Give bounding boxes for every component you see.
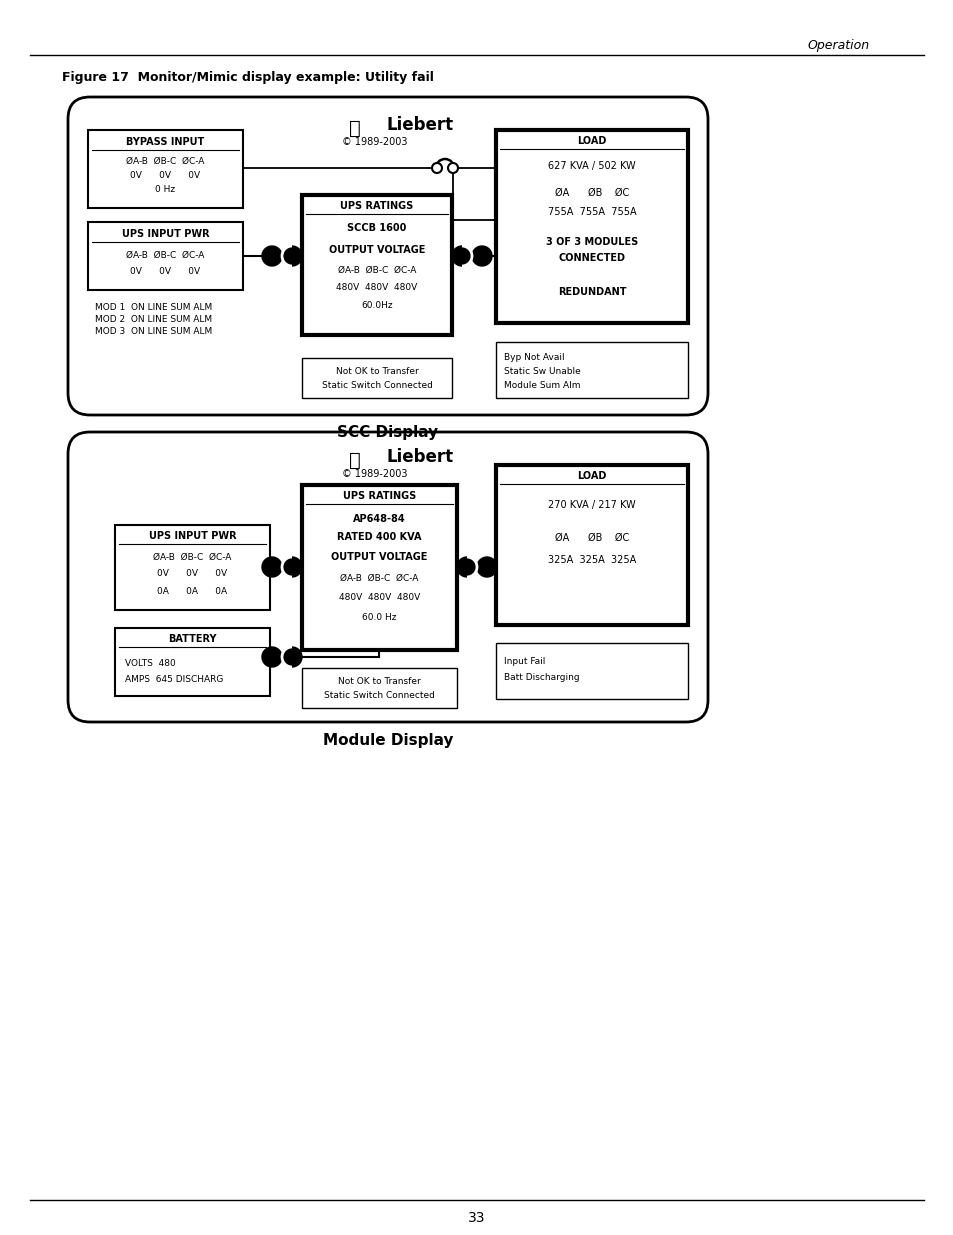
Text: Static Switch Connected: Static Switch Connected xyxy=(324,690,435,699)
Bar xyxy=(302,195,452,335)
Text: Operation: Operation xyxy=(807,38,869,52)
Text: Static Switch Connected: Static Switch Connected xyxy=(321,380,432,389)
Circle shape xyxy=(456,557,476,577)
Text: CONNECTED: CONNECTED xyxy=(558,253,625,263)
Circle shape xyxy=(452,246,472,266)
Bar xyxy=(496,466,687,625)
Text: OUTPUT VOLTAGE: OUTPUT VOLTAGE xyxy=(329,245,425,254)
Circle shape xyxy=(262,557,282,577)
Bar xyxy=(115,525,270,610)
Text: Input Fail: Input Fail xyxy=(503,657,545,666)
Text: Byp Not Avail: Byp Not Avail xyxy=(503,352,564,362)
Text: LOAD: LOAD xyxy=(577,471,606,480)
Text: © 1989-2003: © 1989-2003 xyxy=(342,137,407,147)
Bar xyxy=(496,342,687,398)
Circle shape xyxy=(472,246,492,266)
Text: UPS RATINGS: UPS RATINGS xyxy=(340,201,414,211)
Circle shape xyxy=(282,557,302,577)
Text: 60.0Hz: 60.0Hz xyxy=(361,301,393,310)
Text: 0V      0V      0V: 0V 0V 0V xyxy=(131,268,200,277)
Bar xyxy=(302,668,456,708)
Text: 0A      0A      0A: 0A 0A 0A xyxy=(157,587,228,595)
Text: UPS INPUT PWR: UPS INPUT PWR xyxy=(149,531,236,541)
Circle shape xyxy=(448,163,457,173)
Text: Figure 17  Monitor/Mimic display example: Utility fail: Figure 17 Monitor/Mimic display example:… xyxy=(62,72,434,84)
Text: Module Display: Module Display xyxy=(322,732,453,747)
Circle shape xyxy=(262,246,282,266)
Circle shape xyxy=(282,647,302,667)
Text: REDUNDANT: REDUNDANT xyxy=(558,287,625,296)
Text: 60.0 Hz: 60.0 Hz xyxy=(362,614,396,622)
Text: BATTERY: BATTERY xyxy=(168,634,216,643)
Bar xyxy=(496,643,687,699)
Bar xyxy=(496,130,687,324)
Text: MOD 1  ON LINE SUM ALM: MOD 1 ON LINE SUM ALM xyxy=(95,304,212,312)
Circle shape xyxy=(282,246,302,266)
Text: Liebert: Liebert xyxy=(387,448,454,466)
Text: Not OK to Transfer: Not OK to Transfer xyxy=(335,368,418,377)
Text: 3 OF 3 MODULES: 3 OF 3 MODULES xyxy=(545,237,638,247)
Text: VOLTS  480: VOLTS 480 xyxy=(125,658,175,667)
Text: AP648-84: AP648-84 xyxy=(353,514,405,524)
Bar xyxy=(88,130,243,207)
Text: 0V      0V      0V: 0V 0V 0V xyxy=(131,172,200,180)
Text: RATED 400 KVA: RATED 400 KVA xyxy=(337,532,421,542)
FancyBboxPatch shape xyxy=(68,98,707,415)
Text: BYPASS INPUT: BYPASS INPUT xyxy=(126,137,204,147)
Text: © 1989-2003: © 1989-2003 xyxy=(342,469,407,479)
Bar xyxy=(88,222,243,290)
Text: 0V      0V      0V: 0V 0V 0V xyxy=(157,569,228,578)
Text: Ⓛ: Ⓛ xyxy=(349,451,360,469)
Text: UPS INPUT PWR: UPS INPUT PWR xyxy=(122,228,209,240)
Text: 480V  480V  480V: 480V 480V 480V xyxy=(338,594,419,603)
Text: ØA-B  ØB-C  ØC-A: ØA-B ØB-C ØC-A xyxy=(126,251,205,259)
Text: 755A  755A  755A: 755A 755A 755A xyxy=(547,207,636,217)
Text: 627 KVA / 502 KW: 627 KVA / 502 KW xyxy=(548,161,635,170)
Bar xyxy=(302,485,456,650)
Text: Liebert: Liebert xyxy=(387,116,454,135)
Text: ØA      ØB    ØC: ØA ØB ØC xyxy=(555,188,628,198)
Text: Batt Discharging: Batt Discharging xyxy=(503,673,579,682)
Text: SCCB 1600: SCCB 1600 xyxy=(347,224,406,233)
Circle shape xyxy=(432,163,441,173)
Text: ØA-B  ØB-C  ØC-A: ØA-B ØB-C ØC-A xyxy=(340,573,418,583)
Text: LOAD: LOAD xyxy=(577,136,606,146)
Text: 33: 33 xyxy=(468,1212,485,1225)
Bar xyxy=(302,358,452,398)
Text: ØA-B  ØB-C  ØC-A: ØA-B ØB-C ØC-A xyxy=(153,552,232,562)
Text: UPS RATINGS: UPS RATINGS xyxy=(342,492,416,501)
Text: ØA      ØB    ØC: ØA ØB ØC xyxy=(555,534,628,543)
Text: 325A  325A  325A: 325A 325A 325A xyxy=(547,555,636,564)
Text: OUTPUT VOLTAGE: OUTPUT VOLTAGE xyxy=(331,552,427,562)
Text: ØA-B  ØB-C  ØC-A: ØA-B ØB-C ØC-A xyxy=(337,266,416,274)
Text: Not OK to Transfer: Not OK to Transfer xyxy=(337,678,420,687)
Text: MOD 2  ON LINE SUM ALM: MOD 2 ON LINE SUM ALM xyxy=(95,315,212,325)
Text: Module Sum Alm: Module Sum Alm xyxy=(503,380,579,389)
Text: Static Sw Unable: Static Sw Unable xyxy=(503,367,580,375)
Text: AMPS  645 DISCHARG: AMPS 645 DISCHARG xyxy=(125,676,223,684)
Text: 480V  480V  480V: 480V 480V 480V xyxy=(336,284,417,293)
Text: Ⓛ: Ⓛ xyxy=(349,119,360,137)
Text: SCC Display: SCC Display xyxy=(337,426,438,441)
Circle shape xyxy=(262,647,282,667)
Circle shape xyxy=(476,557,497,577)
Text: MOD 3  ON LINE SUM ALM: MOD 3 ON LINE SUM ALM xyxy=(95,327,212,336)
Text: 270 KVA / 217 KW: 270 KVA / 217 KW xyxy=(548,500,635,510)
Bar xyxy=(115,629,270,697)
FancyBboxPatch shape xyxy=(68,432,707,722)
Text: 0 Hz: 0 Hz xyxy=(155,185,175,194)
Text: ØA-B  ØB-C  ØC-A: ØA-B ØB-C ØC-A xyxy=(126,157,205,165)
